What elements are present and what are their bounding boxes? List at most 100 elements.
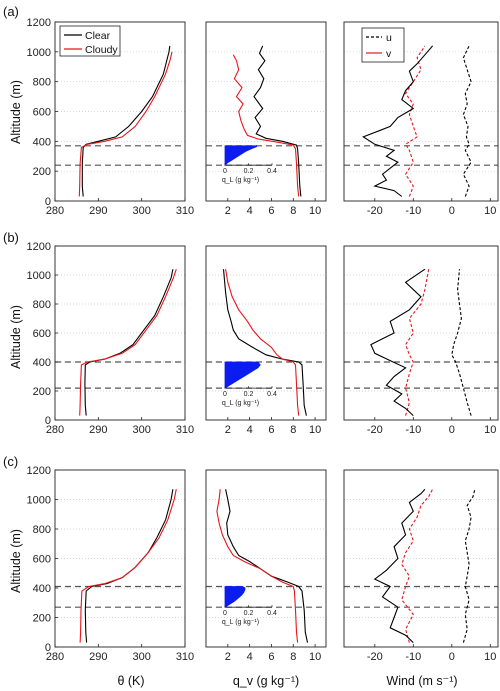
ytick-label-c-0: 0 (45, 642, 51, 654)
series-v-c-wind (401, 488, 434, 643)
series-clear-b-wind (370, 268, 426, 417)
xtick-label-b-wind--20: -20 (367, 424, 383, 436)
series-u-a-wind (462, 45, 472, 197)
series-cloudy-c-qv (216, 489, 299, 643)
xtick-label-b-qv-6: 6 (268, 424, 274, 436)
xtick-label-a-wind-0: 0 (449, 205, 455, 217)
ytick-label-a-600: 600 (33, 107, 51, 119)
xtick-label-c-qv-4: 4 (247, 651, 253, 663)
ytick-label-b-400: 400 (33, 357, 51, 369)
series-clear-a-theta (81, 45, 171, 197)
xtick-label-c-qv-6: 6 (268, 651, 274, 663)
panel-label-c: (c) (3, 454, 18, 469)
ytick-label-c-800: 800 (33, 524, 51, 536)
ytick-label-b-1000: 1000 (27, 270, 51, 282)
xtick-label-b-theta-310: 310 (176, 424, 194, 436)
xtick-label-a-qv-8: 8 (290, 205, 296, 217)
xtick-label-a-theta-300: 300 (132, 205, 150, 217)
xtick-label-b-theta-290: 290 (89, 424, 107, 436)
xtick-label-c-wind--10: -10 (405, 651, 421, 663)
xlabel-wind: Wind (m s⁻¹) (386, 674, 457, 688)
ytick-label-c-400: 400 (33, 583, 51, 595)
series-clear-c-qv (225, 489, 309, 643)
xtick-label-b-qv-2: 2 (225, 424, 231, 436)
xtick-label-a-qv-10: 10 (309, 205, 321, 217)
ytick-label-c-600: 600 (33, 554, 51, 566)
inset-tick-label-a-0: 0 (223, 168, 227, 175)
xtick-label-c-theta-280: 280 (46, 651, 64, 663)
xtick-label-c-qv-8: 8 (290, 651, 296, 663)
xtick-label-b-qv-4: 4 (247, 424, 253, 436)
xtick-label-a-theta-280: 280 (46, 205, 64, 217)
ytick-label-a-0: 0 (45, 196, 51, 208)
xlabel-theta: θ (K) (117, 674, 144, 688)
xtick-label-b-theta-300: 300 (132, 424, 150, 436)
ytick-label-a-1200: 1200 (27, 17, 51, 29)
axes-frame-b-theta (54, 245, 186, 421)
xtick-label-a-wind--10: -10 (405, 205, 421, 217)
xtick-label-b-qv-8: 8 (290, 424, 296, 436)
xtick-label-c-wind-10: 10 (484, 651, 496, 663)
ylabel-b: Altitude (m) (9, 305, 23, 369)
ytick-label-c-1000: 1000 (27, 495, 51, 507)
series-clear-b-theta (84, 269, 174, 416)
xtick-label-c-theta-300: 300 (132, 651, 150, 663)
ytick-label-b-200: 200 (33, 386, 51, 398)
ylabel-a: Altitude (m) (9, 80, 23, 144)
xtick-label-c-qv-2: 2 (225, 651, 231, 663)
legend-wind-box (361, 27, 405, 63)
inset-tick-label-c-1: 0.2 (244, 610, 254, 617)
series-v-a-wind (404, 45, 426, 197)
xtick-label-c-wind-0: 0 (449, 651, 455, 663)
xtick-label-c-theta-310: 310 (176, 651, 194, 663)
series-clear-a-qv (253, 45, 302, 197)
axes-frame-c-qv (205, 469, 327, 648)
ytick-label-c-200: 200 (33, 613, 51, 625)
legend-clear-label: Clear (85, 30, 111, 42)
inset-tick-label-b-0: 0 (223, 391, 227, 398)
axes-frame-a-wind (343, 21, 499, 202)
xtick-label-a-theta-310: 310 (176, 205, 194, 217)
xtick-label-b-qv-10: 10 (309, 424, 321, 436)
series-clear-b-qv (222, 269, 307, 416)
inset-tick-label-b-2: 0.4 (267, 391, 277, 398)
xtick-label-a-theta-290: 290 (89, 205, 107, 217)
xtick-label-b-wind-0: 0 (449, 424, 455, 436)
series-cloudy-a-theta (78, 51, 173, 197)
series-cloudy-c-theta (79, 489, 177, 643)
ylabel-c: Altitude (m) (9, 529, 23, 593)
series-cloudy-a-qv (232, 54, 300, 197)
legend-wind: u v (361, 27, 405, 63)
xtick-label-a-qv-4: 4 (247, 205, 253, 217)
ytick-label-a-200: 200 (33, 166, 51, 178)
xtick-label-b-wind-10: 10 (484, 424, 496, 436)
legend-u-label: u (386, 32, 392, 44)
inset-tick-label-a-2: 0.4 (267, 168, 277, 175)
xtick-label-b-wind--10: -10 (405, 424, 421, 436)
xtick-label-c-wind--20: -20 (367, 651, 383, 663)
xtick-label-c-theta-290: 290 (89, 651, 107, 663)
liquid-water-profile-c (224, 586, 246, 608)
axes-frame-a-qv (205, 21, 327, 202)
legend-v-label: v (386, 48, 392, 60)
inset-xlabel-b: q_L (g kg⁻¹) (222, 400, 259, 407)
axes-frame-b-wind (343, 245, 499, 421)
series-u-c-wind (462, 489, 476, 643)
xtick-label-a-qv-6: 6 (268, 205, 274, 217)
panel-label-a: (a) (3, 4, 19, 19)
xtick-label-a-wind-10: 10 (484, 205, 496, 217)
series-clear-a-wind (362, 45, 434, 197)
inset-tick-label-a-1: 0.2 (244, 168, 254, 175)
series-cloudy-b-qv (225, 269, 300, 416)
inset-xlabel-c: q_L (g kg⁻¹) (222, 619, 259, 626)
axes-frame-c-wind (343, 469, 499, 648)
axes-frame-b-qv (205, 245, 327, 421)
liquid-water-profile-b (224, 361, 261, 389)
legend-theta: Clear Cloudy (59, 25, 121, 57)
axes-frame-c-theta (54, 469, 186, 648)
liquid-water-profile-a (224, 145, 258, 167)
inset-tick-label-c-2: 0.4 (267, 610, 277, 617)
ytick-label-a-1000: 1000 (27, 47, 51, 59)
ytick-label-b-600: 600 (33, 328, 51, 340)
ytick-label-b-0: 0 (45, 415, 51, 427)
